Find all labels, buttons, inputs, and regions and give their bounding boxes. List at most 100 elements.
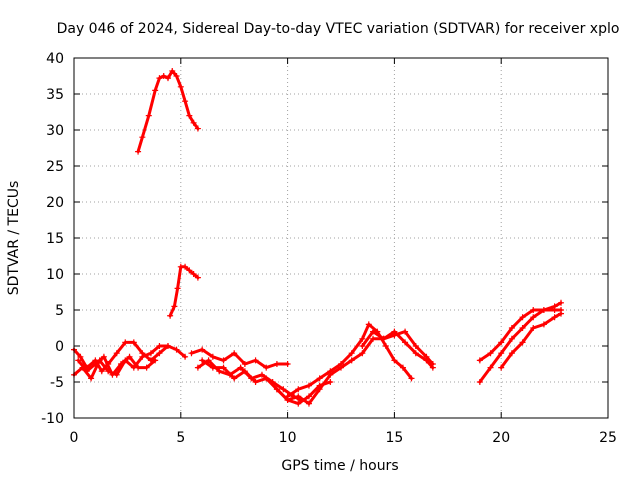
x-tick-label: 0	[70, 430, 79, 446]
data-point	[237, 364, 244, 371]
data-point	[135, 364, 142, 371]
data-point	[173, 346, 180, 353]
data-point	[220, 357, 227, 364]
data-point	[199, 357, 206, 364]
data-point	[391, 357, 398, 364]
data-point	[194, 274, 201, 281]
data-point	[182, 98, 189, 105]
data-point	[327, 368, 334, 375]
data-point	[92, 361, 99, 367]
data-point	[348, 350, 355, 357]
series-arc-mid	[167, 263, 201, 319]
data-point	[156, 75, 163, 82]
data-point	[98, 368, 105, 375]
data-point	[100, 353, 107, 360]
data-point	[77, 353, 84, 360]
data-point	[145, 112, 152, 119]
data-point	[295, 400, 302, 407]
data-point	[169, 67, 176, 74]
data-point	[305, 382, 312, 389]
data-point	[88, 375, 95, 382]
data-point	[316, 386, 323, 393]
data-point	[171, 303, 178, 310]
data-point	[305, 393, 312, 400]
y-tick-label: 30	[46, 123, 64, 139]
data-point	[295, 386, 302, 393]
y-tick-label: 0	[55, 339, 64, 355]
data-point	[370, 328, 377, 335]
data-point	[160, 73, 167, 79]
series-line	[360, 330, 435, 366]
data-point	[338, 361, 344, 367]
data-series	[71, 67, 565, 407]
data-point	[519, 314, 526, 321]
data-point	[380, 335, 387, 342]
series-arc-12	[498, 310, 565, 371]
data-point	[284, 361, 291, 367]
series-line	[286, 322, 413, 398]
data-point	[186, 112, 193, 119]
data-point	[280, 386, 287, 393]
data-point	[359, 335, 366, 342]
data-point	[316, 375, 323, 382]
data-point	[156, 350, 163, 357]
data-point	[402, 339, 409, 346]
data-point	[241, 361, 248, 367]
data-point	[273, 361, 280, 367]
data-point	[117, 361, 124, 367]
series-arc-10	[476, 307, 565, 385]
series-line	[136, 69, 200, 154]
data-point	[173, 73, 180, 79]
data-point	[487, 350, 494, 357]
data-point	[83, 368, 90, 375]
data-point	[423, 353, 430, 360]
data-point	[412, 350, 419, 357]
data-point	[263, 375, 270, 382]
series-arc-high	[135, 67, 201, 155]
data-point	[558, 299, 565, 306]
y-tick-label: 40	[46, 51, 64, 67]
data-point	[508, 335, 515, 342]
series-arc-7	[273, 328, 436, 407]
chart-title: Day 046 of 2024, Sidereal Day-to-day VTE…	[57, 21, 620, 37]
data-point	[75, 357, 82, 364]
data-point	[412, 343, 419, 349]
data-point	[209, 364, 216, 371]
y-tick-label: -10	[41, 411, 64, 427]
data-point	[429, 361, 436, 367]
data-point	[476, 379, 483, 385]
data-point	[122, 339, 129, 346]
data-point	[164, 343, 171, 349]
plot-frame	[73, 57, 609, 419]
data-point	[252, 379, 259, 385]
data-point	[408, 375, 415, 382]
data-point	[508, 325, 515, 331]
data-point	[194, 125, 201, 132]
data-point	[558, 310, 565, 317]
data-point	[152, 357, 159, 364]
y-tick-label: 15	[46, 231, 64, 247]
data-point	[167, 312, 174, 319]
y-tick-label: 25	[46, 159, 64, 175]
data-point	[530, 325, 537, 331]
data-point	[519, 325, 526, 331]
data-point	[147, 350, 154, 357]
tick-labels: 0 5 10 15 20 25 -10 -5 0 5 10 15 20 25 30 35 40	[41, 51, 617, 446]
data-point	[391, 332, 398, 339]
data-point	[209, 353, 216, 360]
data-point	[399, 364, 406, 371]
data-point	[498, 339, 505, 346]
series-arc-8	[284, 321, 415, 400]
x-tick-label: 15	[385, 430, 403, 446]
data-point	[540, 321, 547, 328]
y-tick-label: 20	[46, 195, 64, 211]
data-point	[263, 364, 270, 371]
data-point	[139, 353, 146, 360]
data-point	[241, 368, 248, 375]
data-point	[370, 335, 377, 342]
series-line	[275, 330, 435, 406]
data-point	[530, 314, 537, 321]
data-point	[476, 357, 483, 364]
data-point	[135, 148, 142, 155]
data-point	[130, 339, 137, 346]
